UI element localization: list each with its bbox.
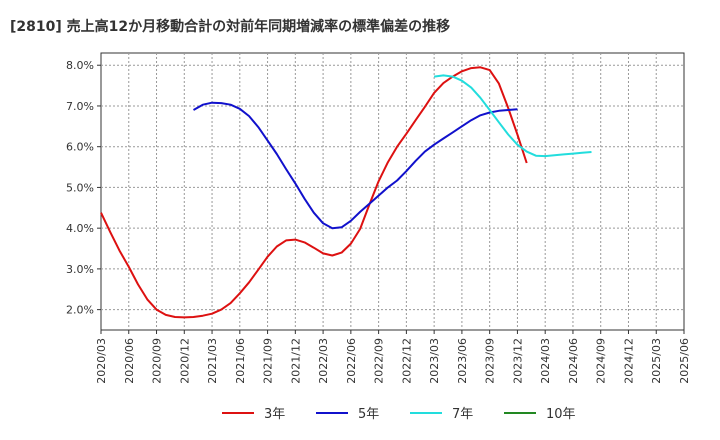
series-line-0 bbox=[100, 66, 528, 319]
x-axis: 2020/03 2020/06 2020/09 2020/12 2021/03 2021/… bbox=[95, 330, 691, 384]
x-tick-label: 2024/12 bbox=[622, 338, 635, 384]
y-axis: 2.0% 3.0% 4.0% 5.0% 6.0% 7.0% 8.0% bbox=[66, 59, 101, 317]
y-tick-label: 5.0% bbox=[66, 181, 94, 194]
series-line-1 bbox=[193, 101, 518, 230]
x-tick-label: 2024/06 bbox=[567, 338, 580, 384]
x-tick-label: 2020/03 bbox=[95, 338, 108, 384]
x-tick-label: 2022/12 bbox=[400, 338, 413, 384]
x-tick-label: 2024/09 bbox=[595, 338, 608, 384]
x-tick-label: 2022/09 bbox=[373, 338, 386, 384]
x-tick-label: 2025/03 bbox=[650, 338, 663, 384]
x-tick-label: 2022/06 bbox=[345, 338, 358, 384]
x-tick-label: 2023/03 bbox=[428, 338, 441, 384]
grid bbox=[101, 53, 684, 330]
x-tick-label: 2020/09 bbox=[151, 338, 164, 384]
y-tick-label: 3.0% bbox=[66, 263, 94, 276]
x-tick-label: 2020/06 bbox=[123, 338, 136, 384]
x-tick-label: 2022/03 bbox=[317, 338, 330, 384]
x-tick-label: 2023/09 bbox=[484, 338, 497, 384]
series-line-2 bbox=[433, 74, 592, 158]
y-tick-label: 2.0% bbox=[66, 304, 94, 317]
legend-label-3: 10年 bbox=[546, 407, 576, 422]
legend-label-1: 5年 bbox=[358, 407, 379, 422]
y-tick-label: 4.0% bbox=[66, 222, 94, 235]
chart-title: [2810] 売上高12か月移動合計の対前年同期増減率の標準偏差の推移 bbox=[10, 18, 450, 35]
x-tick-label: 2021/03 bbox=[206, 338, 219, 384]
x-tick-label: 2020/12 bbox=[178, 338, 191, 384]
x-tick-label: 2024/03 bbox=[539, 338, 552, 384]
legend-label-0: 3年 bbox=[264, 407, 285, 422]
y-tick-label: 8.0% bbox=[66, 59, 94, 72]
x-tick-label: 2025/06 bbox=[678, 338, 691, 384]
x-tick-label: 2023/12 bbox=[511, 338, 524, 384]
x-tick-label: 2023/06 bbox=[456, 338, 469, 384]
x-tick-label: 2021/12 bbox=[289, 338, 302, 384]
x-tick-label: 2021/06 bbox=[234, 338, 247, 384]
y-tick-label: 6.0% bbox=[66, 141, 94, 154]
x-tick-label: 2021/09 bbox=[262, 338, 275, 384]
plot-area bbox=[100, 52, 685, 331]
legend: 3年 5年 7年 10年 bbox=[222, 407, 576, 422]
legend-label-2: 7年 bbox=[452, 407, 473, 422]
series-group bbox=[100, 66, 592, 319]
y-tick-label: 7.0% bbox=[66, 100, 94, 113]
